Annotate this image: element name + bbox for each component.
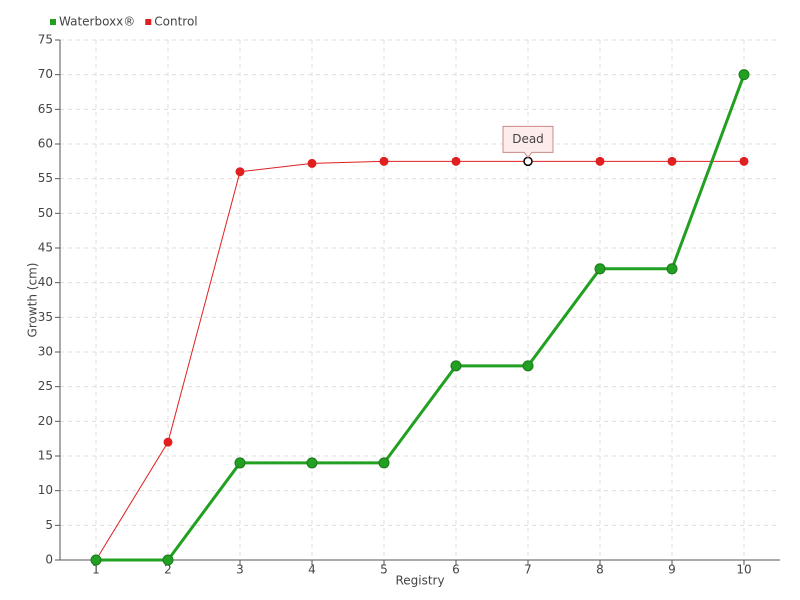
data-point [523,156,533,167]
legend-label: Waterboxx® [59,15,135,29]
data-point [739,156,749,166]
y-tick-label: 5 [45,518,53,532]
data-point [594,263,606,275]
data-point [162,554,174,566]
y-tick-label: 50 [38,206,53,220]
data-point [163,437,173,447]
y-tick-label: 60 [38,137,53,151]
legend-swatch [50,19,56,25]
y-tick-label: 70 [38,67,53,81]
data-point [666,263,678,275]
y-tick-label: 45 [38,241,53,255]
y-tick-label: 30 [38,345,53,359]
annotation-text: Dead [512,132,544,146]
data-point [306,457,318,469]
data-point [307,158,317,168]
data-point [90,554,102,566]
x-tick-label: 4 [308,563,316,577]
y-tick-label: 10 [38,483,53,497]
y-tick-label: 40 [38,275,53,289]
data-point [234,457,246,469]
x-axis-label: Registry [395,574,444,588]
legend-swatch [145,19,152,25]
x-tick-label: 10 [736,563,751,577]
x-tick-label: 7 [524,563,532,577]
y-tick-label: 25 [38,379,53,393]
y-tick-label: 0 [45,553,53,567]
data-point [667,156,677,166]
x-tick-label: 9 [668,563,676,577]
x-tick-label: 1 [92,563,100,577]
y-tick-label: 75 [38,33,53,47]
y-tick-label: 55 [38,171,53,185]
series-line [96,74,746,562]
x-tick-label: 5 [380,563,388,577]
y-axis-label: Growth (cm) [26,263,40,338]
y-tick-label: 65 [38,102,53,116]
data-point [235,167,245,177]
data-point [451,156,461,166]
x-tick-label: 3 [236,563,244,577]
data-point [522,360,534,372]
y-tick-label: 20 [38,414,53,428]
data-point [450,360,462,372]
y-tick-label: 35 [38,310,53,324]
data-point [738,69,750,81]
x-tick-label: 6 [452,563,460,577]
y-tick-label: 15 [38,449,53,463]
data-point [595,156,605,166]
annotation-box [502,125,554,159]
legend-label: Control [154,15,197,29]
data-point [378,457,390,469]
series-line [95,160,744,561]
x-tick-label: 8 [596,563,604,577]
x-tick-label: 2 [164,563,172,577]
data-point [379,156,389,166]
